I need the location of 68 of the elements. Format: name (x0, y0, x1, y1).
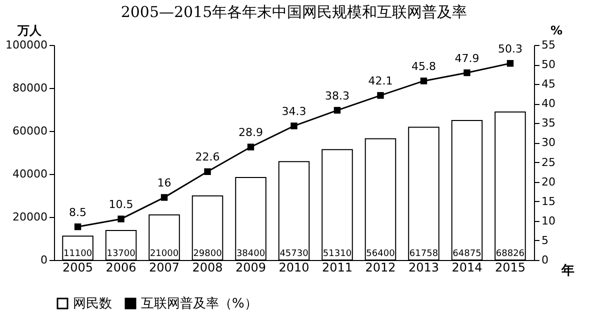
y2-tick-label: 10 (542, 214, 556, 228)
point (204, 168, 211, 176)
data-label: 64875 (452, 249, 482, 259)
data-label: 34.3 (282, 104, 306, 118)
y-tick-label: 40000 (12, 168, 48, 180)
y2-tick-label: 55 (542, 38, 556, 52)
data-label: 42.1 (368, 74, 393, 88)
x-tick-label: 2015 (494, 260, 526, 274)
point (334, 106, 341, 114)
point (118, 216, 124, 222)
x-tick-label: 2010 (278, 260, 310, 274)
y2-tick-label: 45 (542, 78, 556, 91)
x-tick-label: 2006 (106, 260, 136, 274)
y-tick-label: 80000 (12, 82, 48, 94)
data-label: 13700 (106, 249, 136, 259)
data-label: 45730 (280, 249, 309, 259)
y2-tick-label: 25 (542, 156, 556, 169)
y2-tick-label: 40 (542, 97, 556, 110)
data-label: 61758 (409, 249, 438, 259)
data-label: 21000 (150, 249, 179, 259)
point (74, 223, 82, 230)
y-axis-title: 万人 (16, 24, 42, 38)
x-tick-label: 2011 (322, 260, 353, 274)
x-tick-label: 2012 (365, 260, 396, 274)
point (290, 122, 298, 130)
data-label: 8.5 (69, 206, 87, 219)
y2-tick-label: 15 (542, 194, 556, 208)
y-tick-label: 100000 (6, 38, 48, 52)
data-label: 51310 (322, 249, 352, 259)
x-tick-label: 2014 (452, 260, 482, 274)
x-tick-label: 2007 (148, 260, 180, 274)
data-label: 45.8 (411, 60, 436, 73)
y2-tick-label: 35 (542, 116, 556, 130)
point (420, 78, 428, 84)
point (377, 92, 384, 99)
data-label: 11100 (63, 249, 92, 259)
data-label: 38400 (236, 249, 266, 259)
x-axis-title: 年 (560, 264, 574, 278)
x-tick-label: 2013 (408, 260, 440, 274)
y2-axis-title: % (550, 24, 563, 38)
x-tick-label: 2005 (62, 260, 94, 274)
data-label: 68826 (496, 249, 525, 259)
x-tick-label: 2009 (235, 260, 266, 274)
data-label: 50.3 (498, 42, 522, 56)
y2-tick-label: 5 (542, 234, 548, 247)
y2-tick-label: 0 (542, 254, 548, 266)
chart-title: 2005—2015年各年末中国网民规模和互联网普及率 (120, 3, 468, 21)
data-label: 16 (157, 176, 172, 190)
y2-tick-label: 30 (542, 136, 556, 150)
data-label: 29800 (193, 249, 222, 259)
legend-label: 网民数 (73, 296, 112, 312)
data-label: 38.3 (324, 89, 350, 102)
y2-tick-label: 50 (542, 58, 556, 72)
y-tick-label: 20000 (12, 210, 48, 224)
data-label: 22.6 (195, 150, 220, 164)
point (247, 144, 254, 150)
data-label: 10.5 (108, 198, 134, 211)
point (506, 60, 514, 67)
x-tick-label: 2008 (192, 260, 223, 274)
data-label: 47.9 (454, 52, 480, 65)
y-tick-label: 60000 (12, 124, 48, 138)
point (160, 194, 168, 201)
y2-tick-label: 20 (542, 175, 556, 188)
data-label: 56400 (366, 249, 396, 259)
legend-label: 互联网普及率（%） (141, 296, 258, 312)
y-tick-label: 0 (40, 254, 48, 266)
point (464, 69, 470, 76)
data-label: 28.9 (238, 126, 264, 140)
